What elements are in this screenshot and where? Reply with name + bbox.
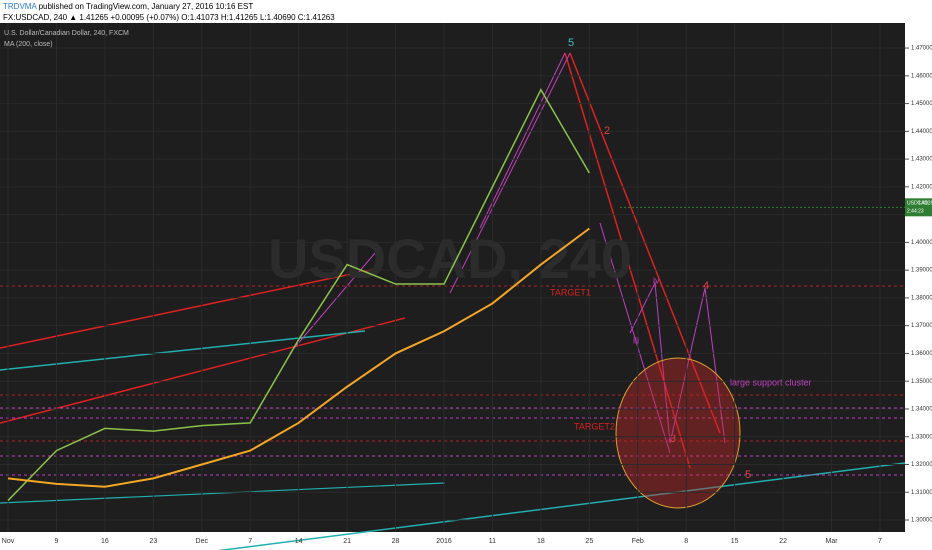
series-line [7,227,590,488]
published: published on TradingView.com, January 27… [38,2,254,11]
x-tick-label: 2016 [436,538,452,545]
x-tick-label: 15 [731,538,739,545]
x-tick-label: Nov [2,538,15,545]
y-tick-label: 1.33000 [911,434,932,440]
x-tick-label: 22 [779,538,787,545]
x-tick-label: 21 [343,538,351,545]
annotation: 5 [745,469,751,481]
y-tick-label: 1.40000 [911,240,932,246]
x-tick-label: 8 [684,538,688,545]
y-tick-label: 1.43000 [911,157,932,163]
header-line: TRDVMA published on TradingView.com, Jan… [3,2,253,11]
last-price-box [905,198,932,217]
annotation: 5 [568,37,574,49]
drawings [0,52,906,550]
x-tick-label: 23 [149,538,157,545]
y-tick-label: 1.37000 [911,323,932,329]
annotation: large support cluster [730,377,812,387]
y-tick-label: 1.32000 [911,462,932,468]
annotation: TARGET2 [574,421,615,431]
x-tick-label: 18 [537,538,545,545]
x-tick-label: 11 [489,538,496,545]
x-tick-label: 14 [295,538,303,545]
y-tick-label: 1.38000 [911,295,932,301]
series-line [7,88,590,502]
time-axis-bg [0,532,905,550]
y-tick-label: 1.34000 [911,407,932,413]
x-tick-label: Feb [632,538,644,545]
x-tick-label: 7 [878,538,882,545]
watermark: USDCAD, 240 [268,227,632,290]
x-tick-label: 7 [248,538,252,545]
legend-entry: U.S. Dollar/Canadian Dollar, 240, FXCM [4,30,129,37]
y-tick-label: 1.35000 [911,379,932,385]
last-price-name: USDCAD [907,201,929,207]
annotation: 3 [670,433,676,445]
countdown: 2:44:23 [907,209,924,215]
x-tick-label: 16 [101,538,109,545]
last-price-value: 1.41263 [918,201,932,207]
y-tick-label: 1.44000 [911,129,932,135]
chart: USDCAD, 240 1.30000 1.31000 1.32000 1.33000 1… [0,23,932,550]
author: TRDVMA [3,2,37,11]
x-tick-label: 25 [585,538,593,545]
x-tick-label: Mar [826,538,839,545]
y-tick-label: 1.46000 [911,73,932,79]
quote: FX:USDCAD, 240 ▲ 1.41265 +0.00095 (+0.07… [3,13,335,22]
y-tick-label: 1.45000 [911,101,932,107]
x-tick-label: 28 [392,538,400,545]
price-axis-bg [905,23,932,550]
y-tick-label: 1.31000 [911,490,932,496]
x-tick-label: 9 [54,538,58,545]
y-tick-label: 1.30000 [911,518,932,524]
legend-entry: MA (200, close) [4,41,53,48]
y-tick-label: 1.42000 [911,184,932,190]
y-tick-label: 1.36000 [911,351,932,357]
annotation: iv [653,275,660,285]
annotation: 4 [703,280,709,292]
y-tick-label: 1.39000 [911,268,932,274]
annotation: TARGET1 [550,287,591,297]
x-tick-label: Dec [196,538,209,545]
annotation: iii [633,335,639,345]
annotation: 2 [604,125,610,137]
y-tick-label: 1.47000 [911,46,932,52]
